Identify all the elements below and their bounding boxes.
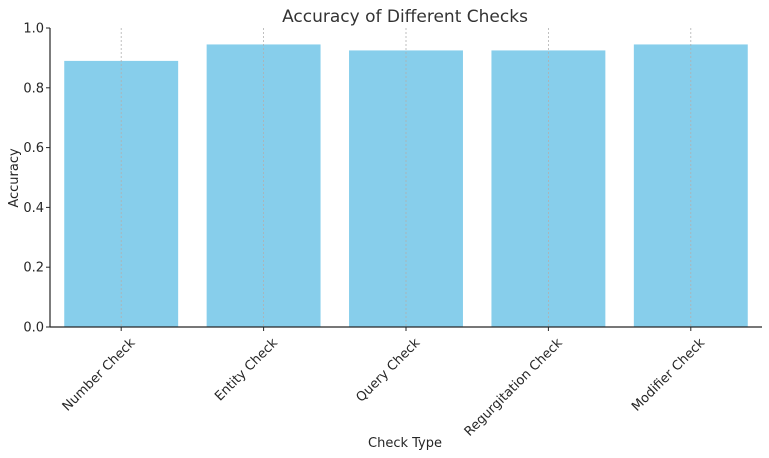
y-tick-label: 0.0 bbox=[23, 321, 44, 336]
y-tick-label: 0.4 bbox=[23, 201, 44, 216]
x-tick-label: Entity Check bbox=[212, 335, 281, 404]
chart-title: Accuracy of Different Checks bbox=[282, 7, 528, 27]
x-tick-label: Query Check bbox=[354, 335, 424, 405]
y-tick-label: 0.8 bbox=[23, 81, 44, 96]
x-axis-label: Check Type bbox=[368, 436, 442, 451]
x-tick-label: Number Check bbox=[60, 335, 139, 414]
y-tick-label: 1.0 bbox=[23, 22, 44, 37]
y-tick-label: 0.2 bbox=[23, 261, 44, 276]
y-axis-label: Accuracy bbox=[7, 148, 22, 208]
x-tick-label: Modifier Check bbox=[629, 335, 708, 414]
y-tick-label: 0.6 bbox=[23, 141, 44, 156]
grid-layer bbox=[120, 28, 692, 327]
x-tick-label: Regurgitation Check bbox=[462, 335, 566, 439]
